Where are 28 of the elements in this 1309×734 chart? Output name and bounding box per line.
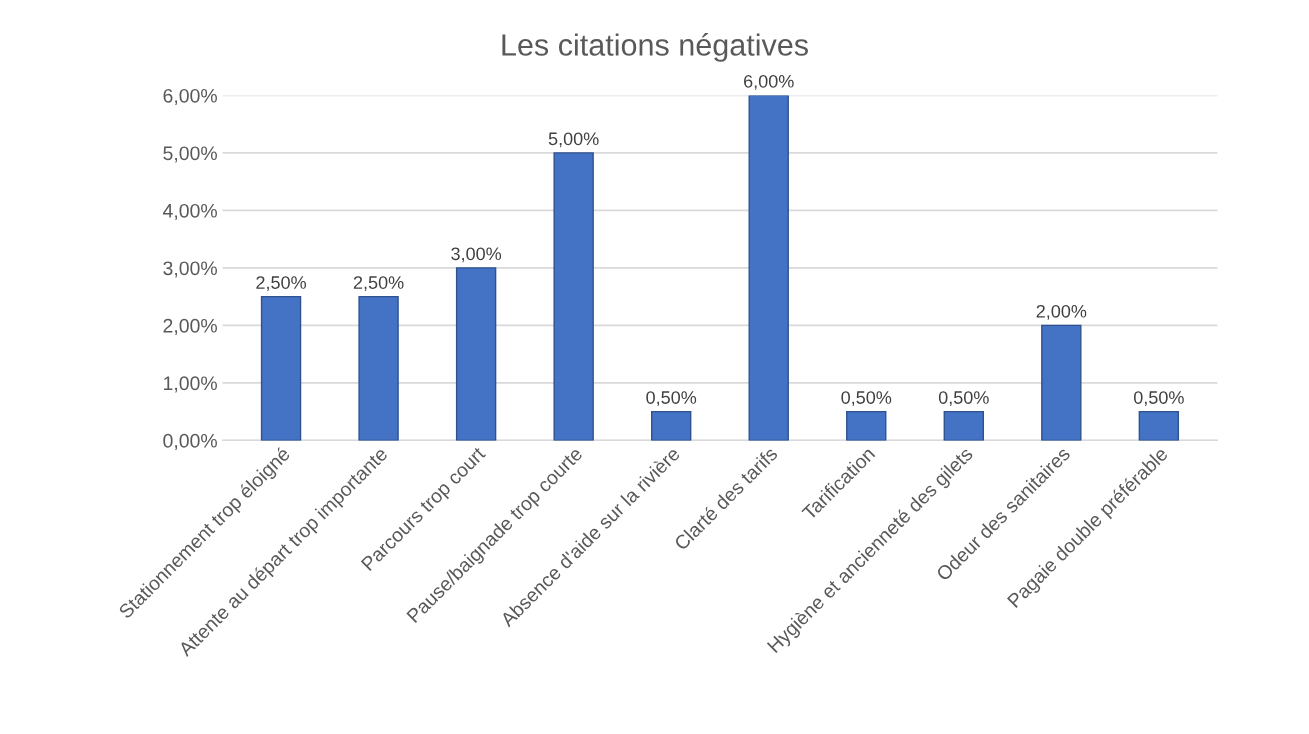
bar (1138, 410, 1180, 441)
y-tick-label: 4,00% (162, 203, 217, 220)
bar (553, 152, 594, 441)
data-label: 0,50% (1133, 391, 1184, 407)
data-label: 2,50% (353, 276, 404, 292)
data-label: 3,00% (451, 247, 502, 263)
y-tick-label: 3,00% (163, 261, 217, 278)
bar (260, 295, 302, 441)
data-label: 0,50% (841, 391, 892, 407)
data-label: 0,50% (938, 391, 989, 407)
chart-title: Les citations négatives (502, 33, 808, 62)
y-tick-label: 6,00% (163, 88, 217, 105)
y-tick-label: 2,00% (163, 318, 217, 335)
bar (455, 267, 497, 441)
data-label: 2,50% (256, 276, 307, 292)
data-label: 5,00% (548, 132, 599, 148)
bar (358, 295, 399, 441)
y-tick-label: 1,00% (164, 376, 217, 393)
data-label: 0,50% (646, 391, 697, 407)
data-label: 6,00% (744, 74, 794, 90)
bar (650, 410, 692, 441)
y-tick-label: 0,00% (163, 433, 217, 450)
data-label: 2,00% (1036, 304, 1087, 320)
y-tick-label: 5,00% (163, 146, 217, 163)
bar (1041, 324, 1082, 441)
bar (943, 410, 984, 441)
bar (748, 95, 789, 441)
bar (846, 410, 887, 441)
